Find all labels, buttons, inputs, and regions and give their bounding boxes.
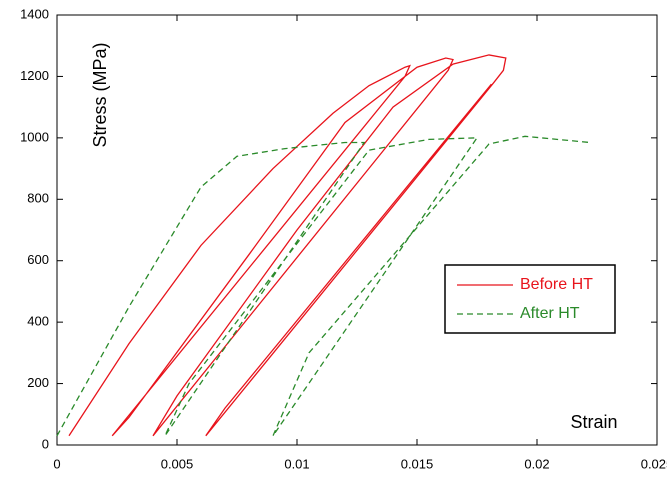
legend-label: After HT bbox=[520, 305, 580, 322]
y-tick-label: 1200 bbox=[20, 68, 49, 83]
x-tick-label: 0.025 bbox=[641, 456, 667, 471]
x-tick-label: 0.02 bbox=[524, 456, 549, 471]
y-tick-label: 1000 bbox=[20, 129, 49, 144]
x-tick-label: 0 bbox=[53, 456, 60, 471]
legend-box bbox=[444, 264, 616, 334]
y-tick-label: 0 bbox=[42, 436, 49, 451]
series-line bbox=[68, 54, 507, 437]
plot-frame bbox=[56, 14, 658, 446]
y-tick-label: 800 bbox=[27, 191, 49, 206]
legend-label: Before HT bbox=[520, 276, 593, 293]
y-tick-label: 200 bbox=[27, 375, 49, 390]
x-tick-label: 0.005 bbox=[161, 456, 194, 471]
series-line bbox=[56, 135, 590, 437]
y-axis-title: Stress (MPa) bbox=[90, 42, 110, 147]
x-axis-title: Strain bbox=[570, 412, 617, 432]
y-tick-label: 400 bbox=[27, 314, 49, 329]
x-tick-label: 0.01 bbox=[284, 456, 309, 471]
x-tick-label: 0.015 bbox=[401, 456, 434, 471]
y-tick-label: 600 bbox=[27, 252, 49, 267]
y-tick-label: 1400 bbox=[20, 6, 49, 21]
